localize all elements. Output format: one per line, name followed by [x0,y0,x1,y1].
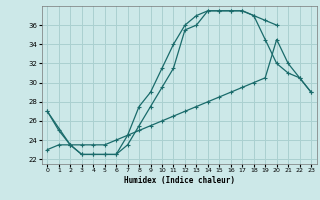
X-axis label: Humidex (Indice chaleur): Humidex (Indice chaleur) [124,176,235,185]
